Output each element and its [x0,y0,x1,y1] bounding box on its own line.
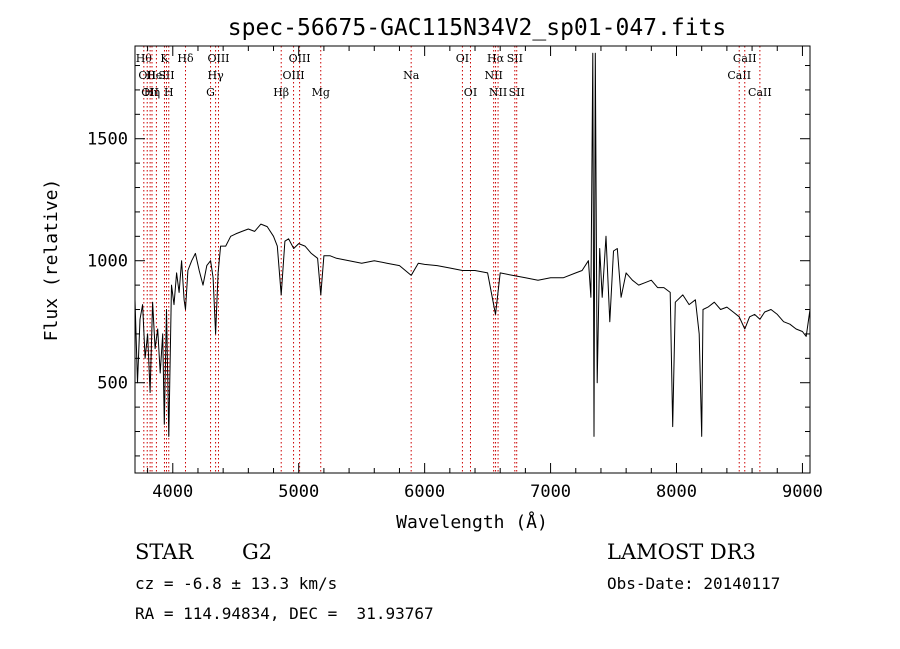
marker-label-10: Hγ [208,69,225,82]
marker-label-9: G [206,86,215,99]
object-subclass: G2 [242,540,273,564]
marker-label-19: NII [484,69,502,82]
marker-label-24: CaII [727,69,751,82]
y-tick-label-1: 1000 [87,252,128,272]
marker-label-5: K [160,52,169,65]
x-tick-label-3: 7000 [530,482,571,502]
marker-label-17: OI [456,52,469,65]
marker-label-25: CaII [733,52,757,65]
spectrum-chart: spec-56675-GAC115N34V2_sp01-047.fits Hθ O… [41,15,823,533]
marker-label-21: NII [489,86,507,99]
y-axis-label: Flux (relative) [41,179,62,342]
x-tick-label-0: 4000 [152,482,193,502]
marker-label-8: Hδ [177,52,194,65]
x-tick-label-5: 9000 [782,482,823,502]
marker-label-23: SII [509,86,525,99]
marker-label-4: HeI [146,69,166,82]
spectral-line-markers: HθOIIOIIHηHeIKSIIHHδGHγOIIIHβOIIIOIIIMgN… [136,46,772,473]
marker-label-26: CaII [748,86,772,99]
spectrum-line-layer [135,52,810,437]
y-tick-label-2: 1500 [87,130,128,150]
x-tick-label-1: 5000 [278,482,319,502]
y-tick-label-0: 500 [97,374,128,394]
marker-label-18: OI [464,86,477,99]
x-tick-label-2: 6000 [404,482,445,502]
axis-ticks: 4000 5000 6000 7000 8000 9000 500 1000 1500 [87,46,823,502]
marker-label-3: Hη [144,86,160,99]
plot-frame [134,45,811,474]
coordinates-readout: RA = 114.94834, DEC = 31.93767 [135,604,434,623]
marker-label-14: OIII [289,52,311,65]
marker-label-22: SII [507,52,523,65]
x-axis-label: Wavelength (Å) [396,511,548,533]
marker-label-15: Mg [312,86,330,99]
survey-label: LAMOST DR3 [607,540,756,564]
marker-label-12: Hβ [273,86,289,99]
spectrum-series [135,52,810,437]
marker-label-16: Na [403,69,420,82]
marker-label-13: OIII [283,69,305,82]
redshift-readout: cz = -6.8 ± 13.3 km/s [135,574,338,593]
x-tick-label-4: 8000 [656,482,697,502]
marker-label-6: SII [158,69,174,82]
marker-label-2: OII [141,86,159,99]
object-class: STAR [135,540,194,564]
marker-label-0: Hθ [136,52,153,65]
obs-date: Obs-Date: 20140117 [607,574,781,593]
marker-label-7: H [164,86,174,99]
marker-label-20: Hα [487,52,505,65]
marker-label-11: OIII [207,52,229,65]
chart-title: spec-56675-GAC115N34V2_sp01-047.fits [228,15,727,41]
